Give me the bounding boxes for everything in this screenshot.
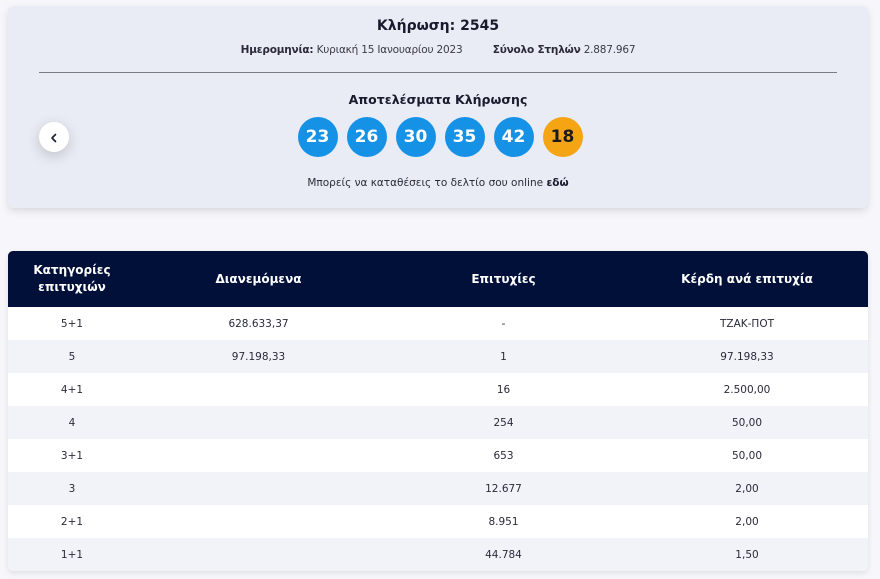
cell-prize: 2.500,00 [723, 383, 771, 396]
cell-category: 5+1 [60, 317, 84, 330]
table-row: 1+1 44.784 1,50 [8, 538, 868, 571]
cell-category: 1+1 [60, 548, 84, 561]
draw-title: Κλήρωση: 2545 [376, 18, 500, 34]
joker-ball: 18 [542, 117, 583, 157]
date-label: Ημερομηνία: [240, 44, 314, 56]
cell-category: 2+1 [60, 515, 84, 528]
table-row: 4 254 50,00 [8, 406, 868, 439]
cell-prize: 2,00 [735, 482, 759, 495]
cta-link[interactable]: εδώ [546, 177, 569, 189]
cell-prize: 1,50 [735, 548, 759, 561]
cell-winners: 8.951 [488, 515, 519, 528]
number-ball: 30 [395, 117, 436, 157]
cell-prize: ΤΖΑΚ-ΠΟΤ [719, 317, 775, 330]
online-bet-cta: Μπορείς να καταθέσεις το δελτίο σου onli… [8, 177, 868, 189]
table-row: 3 12.677 2,00 [8, 472, 868, 505]
cell-winners: 254 [493, 416, 514, 429]
header-categories: Κατηγορίες επιτυχιών [33, 263, 111, 294]
cta-text: Μπορείς να καταθέσεις το δελτίο σου onli… [307, 177, 544, 189]
header-winners: Επιτυχίες [471, 271, 536, 286]
number-ball: 26 [346, 117, 387, 157]
cell-prize: 50,00 [731, 449, 763, 462]
cell-distributed [136, 505, 381, 538]
cell-category: 5 [68, 350, 76, 363]
cell-prize: 2,00 [735, 515, 759, 528]
columns-label: Σύνολο Στηλών [492, 44, 581, 56]
cell-distributed: 97.198,33 [231, 350, 286, 363]
number-ball: 35 [444, 117, 485, 157]
chevron-left-icon [49, 128, 59, 147]
table-header-row: Κατηγορίες επιτυχιών Διανεμόμενα Επιτυχί… [8, 251, 868, 307]
draw-meta: Ημερομηνία: Κυριακή 15 Ιανουαρίου 2023 Σ… [8, 44, 868, 56]
results-title: Αποτελέσματα Κλήρωσης [348, 92, 528, 107]
cell-category: 4 [68, 416, 76, 429]
cell-prize: 50,00 [731, 416, 763, 429]
cell-winners: 1 [500, 350, 507, 363]
cell-category: 3 [68, 482, 76, 495]
cell-winners: - [501, 317, 506, 330]
previous-draw-button[interactable] [39, 122, 69, 152]
cell-category: 3+1 [60, 449, 84, 462]
cell-distributed: 628.633,37 [228, 317, 289, 330]
columns-value: 2.887.967 [583, 44, 636, 56]
table-row: 4+1 16 2.500,00 [8, 373, 868, 406]
cell-distributed [136, 373, 381, 406]
number-ball: 42 [493, 117, 534, 157]
cell-distributed [136, 538, 381, 571]
cell-category: 4+1 [60, 383, 84, 396]
table-row: 5 97.198,33 1 97.198,33 [8, 340, 868, 373]
header-prize-per-winner: Κέρδη ανά επιτυχία [681, 271, 813, 286]
draw-info-card: Κλήρωση: 2545 Ημερομηνία: Κυριακή 15 Ιαν… [8, 6, 868, 208]
table-row: 5+1 628.633,37 - ΤΖΑΚ-ΠΟΤ [8, 307, 868, 340]
number-ball: 23 [297, 117, 338, 157]
cell-winners: 12.677 [485, 482, 522, 495]
header-distributed: Διανεμόμενα [215, 271, 302, 286]
prize-table: Κατηγορίες επιτυχιών Διανεμόμενα Επιτυχί… [8, 251, 868, 571]
cell-distributed [136, 406, 381, 439]
cell-distributed [136, 472, 381, 505]
cell-prize: 97.198,33 [720, 350, 774, 363]
table-row: 2+1 8.951 2,00 [8, 505, 868, 538]
cell-winners: 44.784 [485, 548, 522, 561]
winning-numbers: 23 26 30 35 42 18 [8, 117, 868, 157]
table-row: 3+1 653 50,00 [8, 439, 868, 472]
date-value: Κυριακή 15 Ιανουαρίου 2023 [316, 44, 463, 56]
cell-winners: 16 [496, 383, 511, 396]
divider [39, 72, 837, 73]
cell-distributed [136, 439, 381, 472]
cell-winners: 653 [493, 449, 514, 462]
